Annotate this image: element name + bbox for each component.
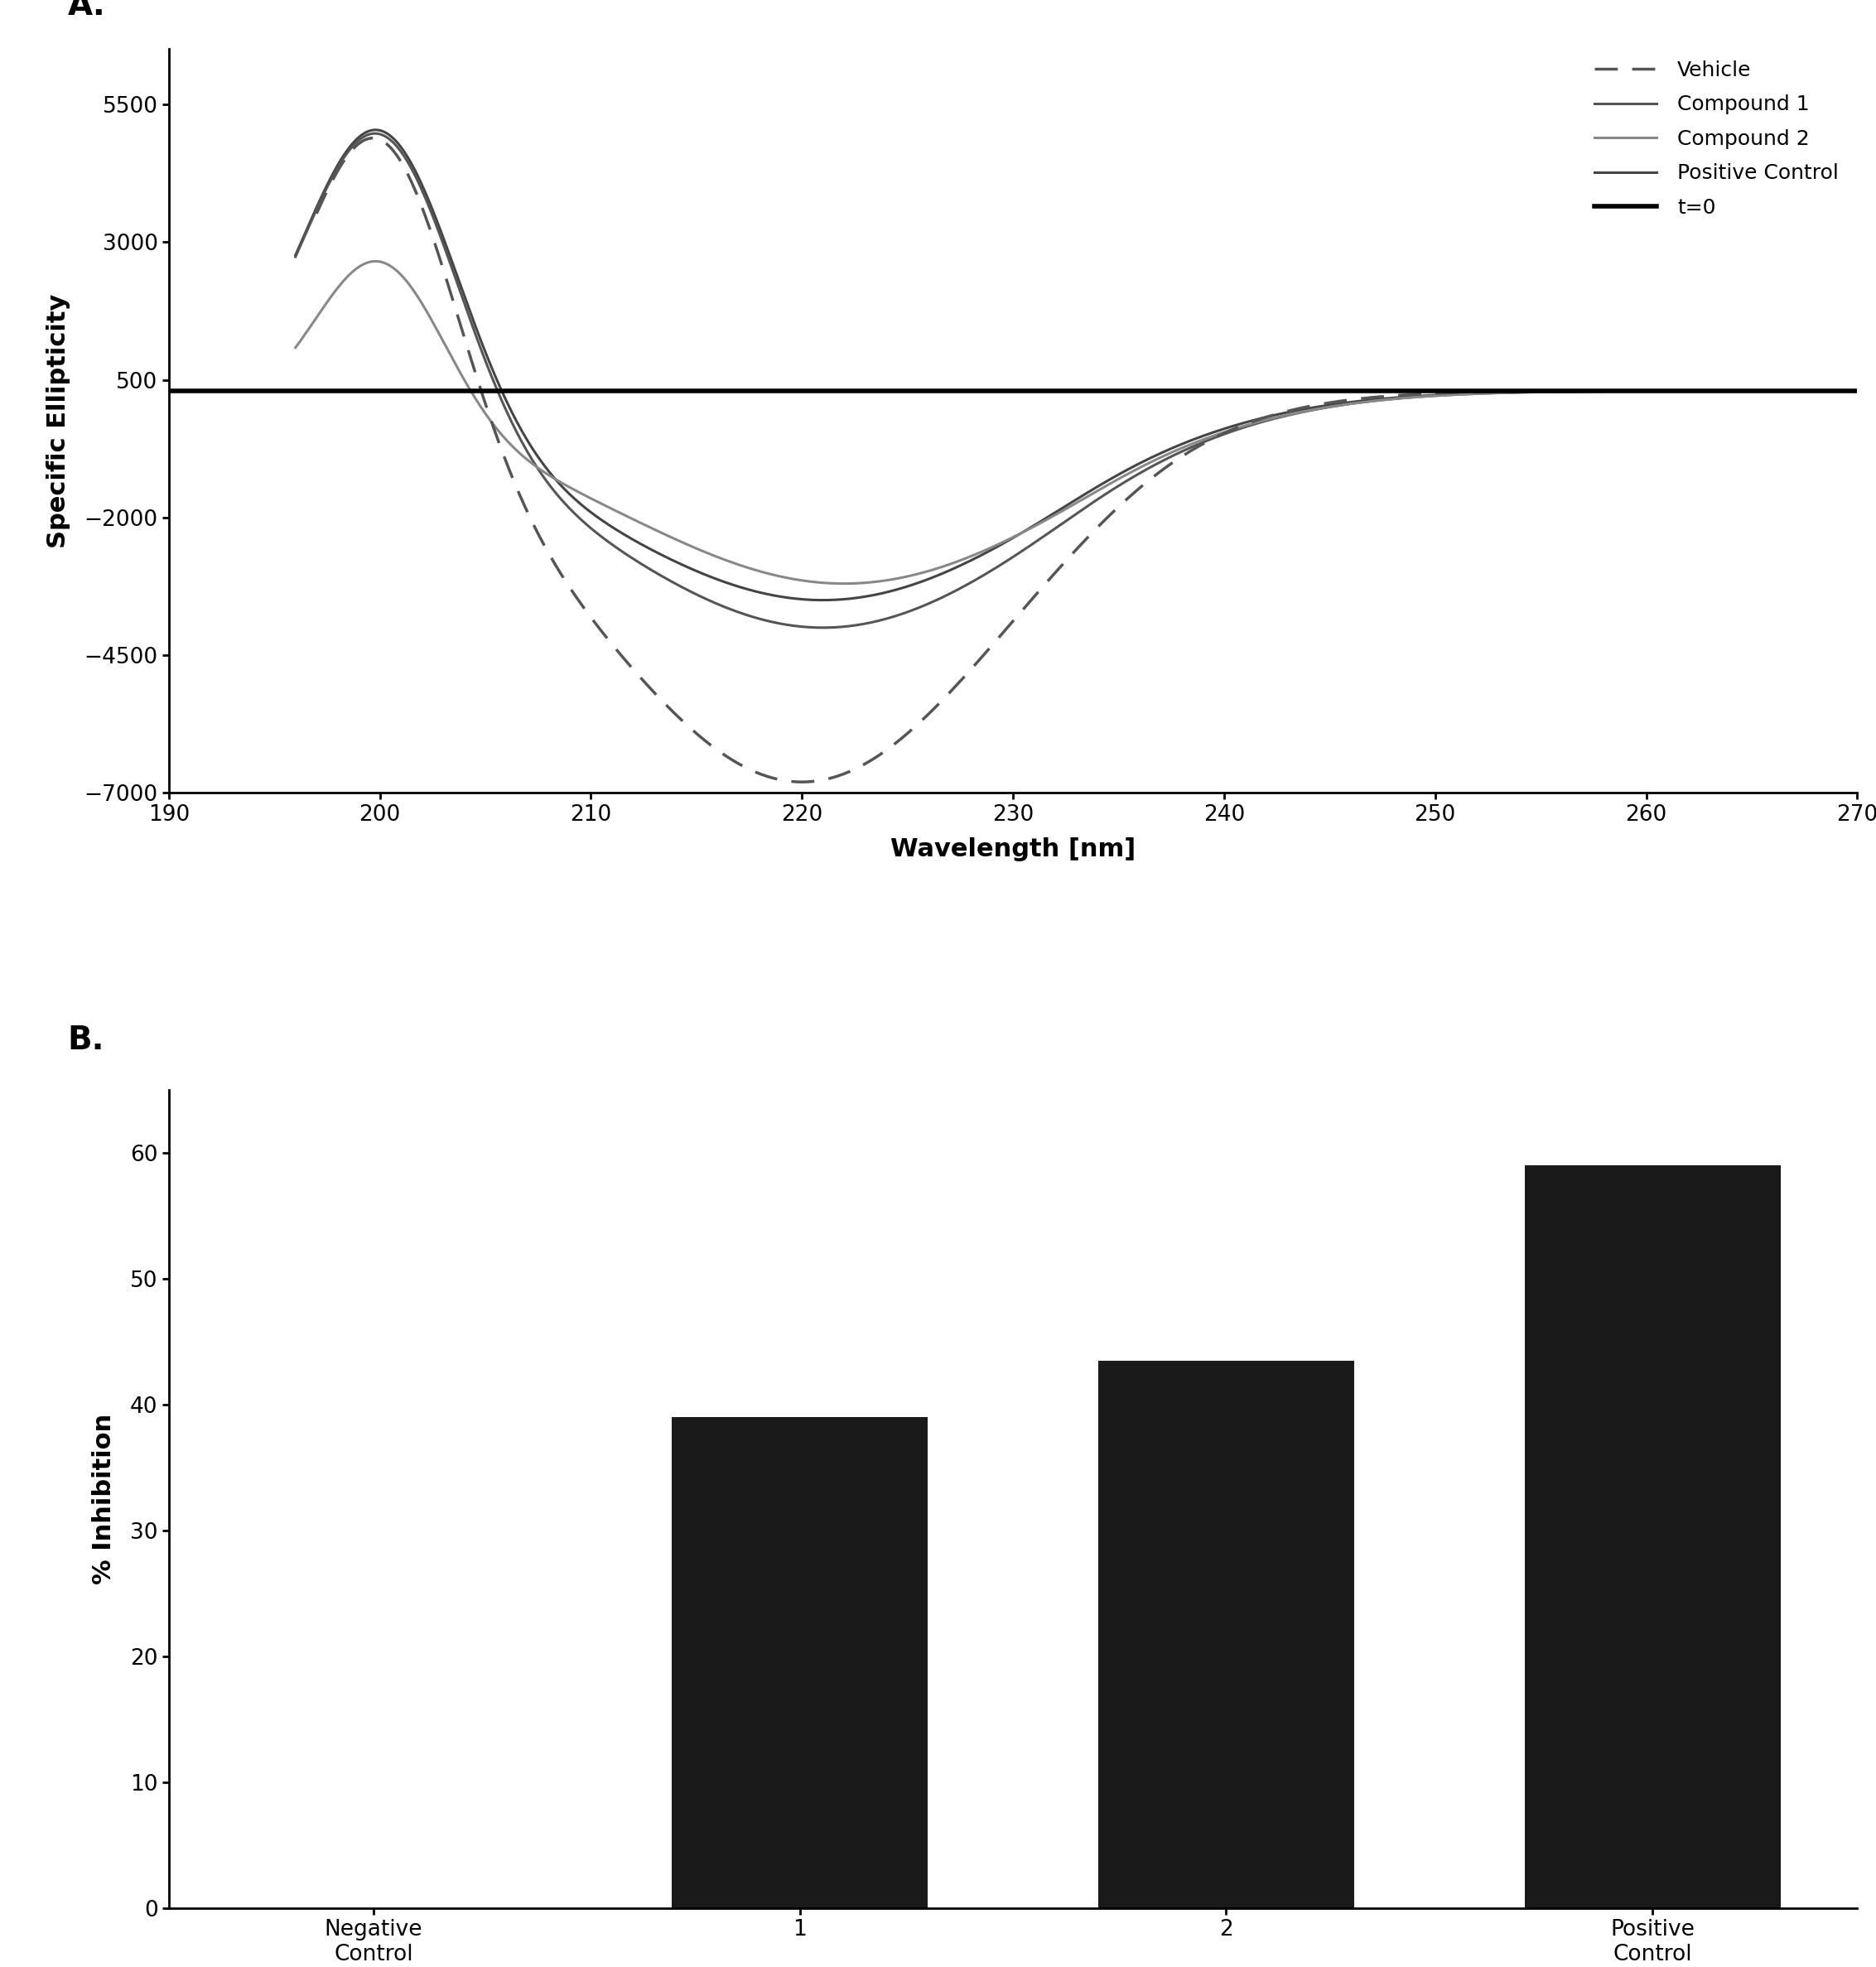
Y-axis label: % Inhibition: % Inhibition [92, 1414, 116, 1583]
Text: B.: B. [68, 1025, 105, 1056]
Legend: Vehicle, Compound 1, Compound 2, Positive Control, t=0: Vehicle, Compound 1, Compound 2, Positiv… [1585, 51, 1846, 226]
Bar [672, 1416, 929, 1908]
Text: A.: A. [68, 0, 105, 22]
Y-axis label: Specific Ellipticity: Specific Ellipticity [47, 293, 69, 549]
X-axis label: Wavelength [nm]: Wavelength [nm] [891, 838, 1135, 862]
Bar [1097, 1361, 1354, 1908]
Bar [1525, 1164, 1780, 1908]
